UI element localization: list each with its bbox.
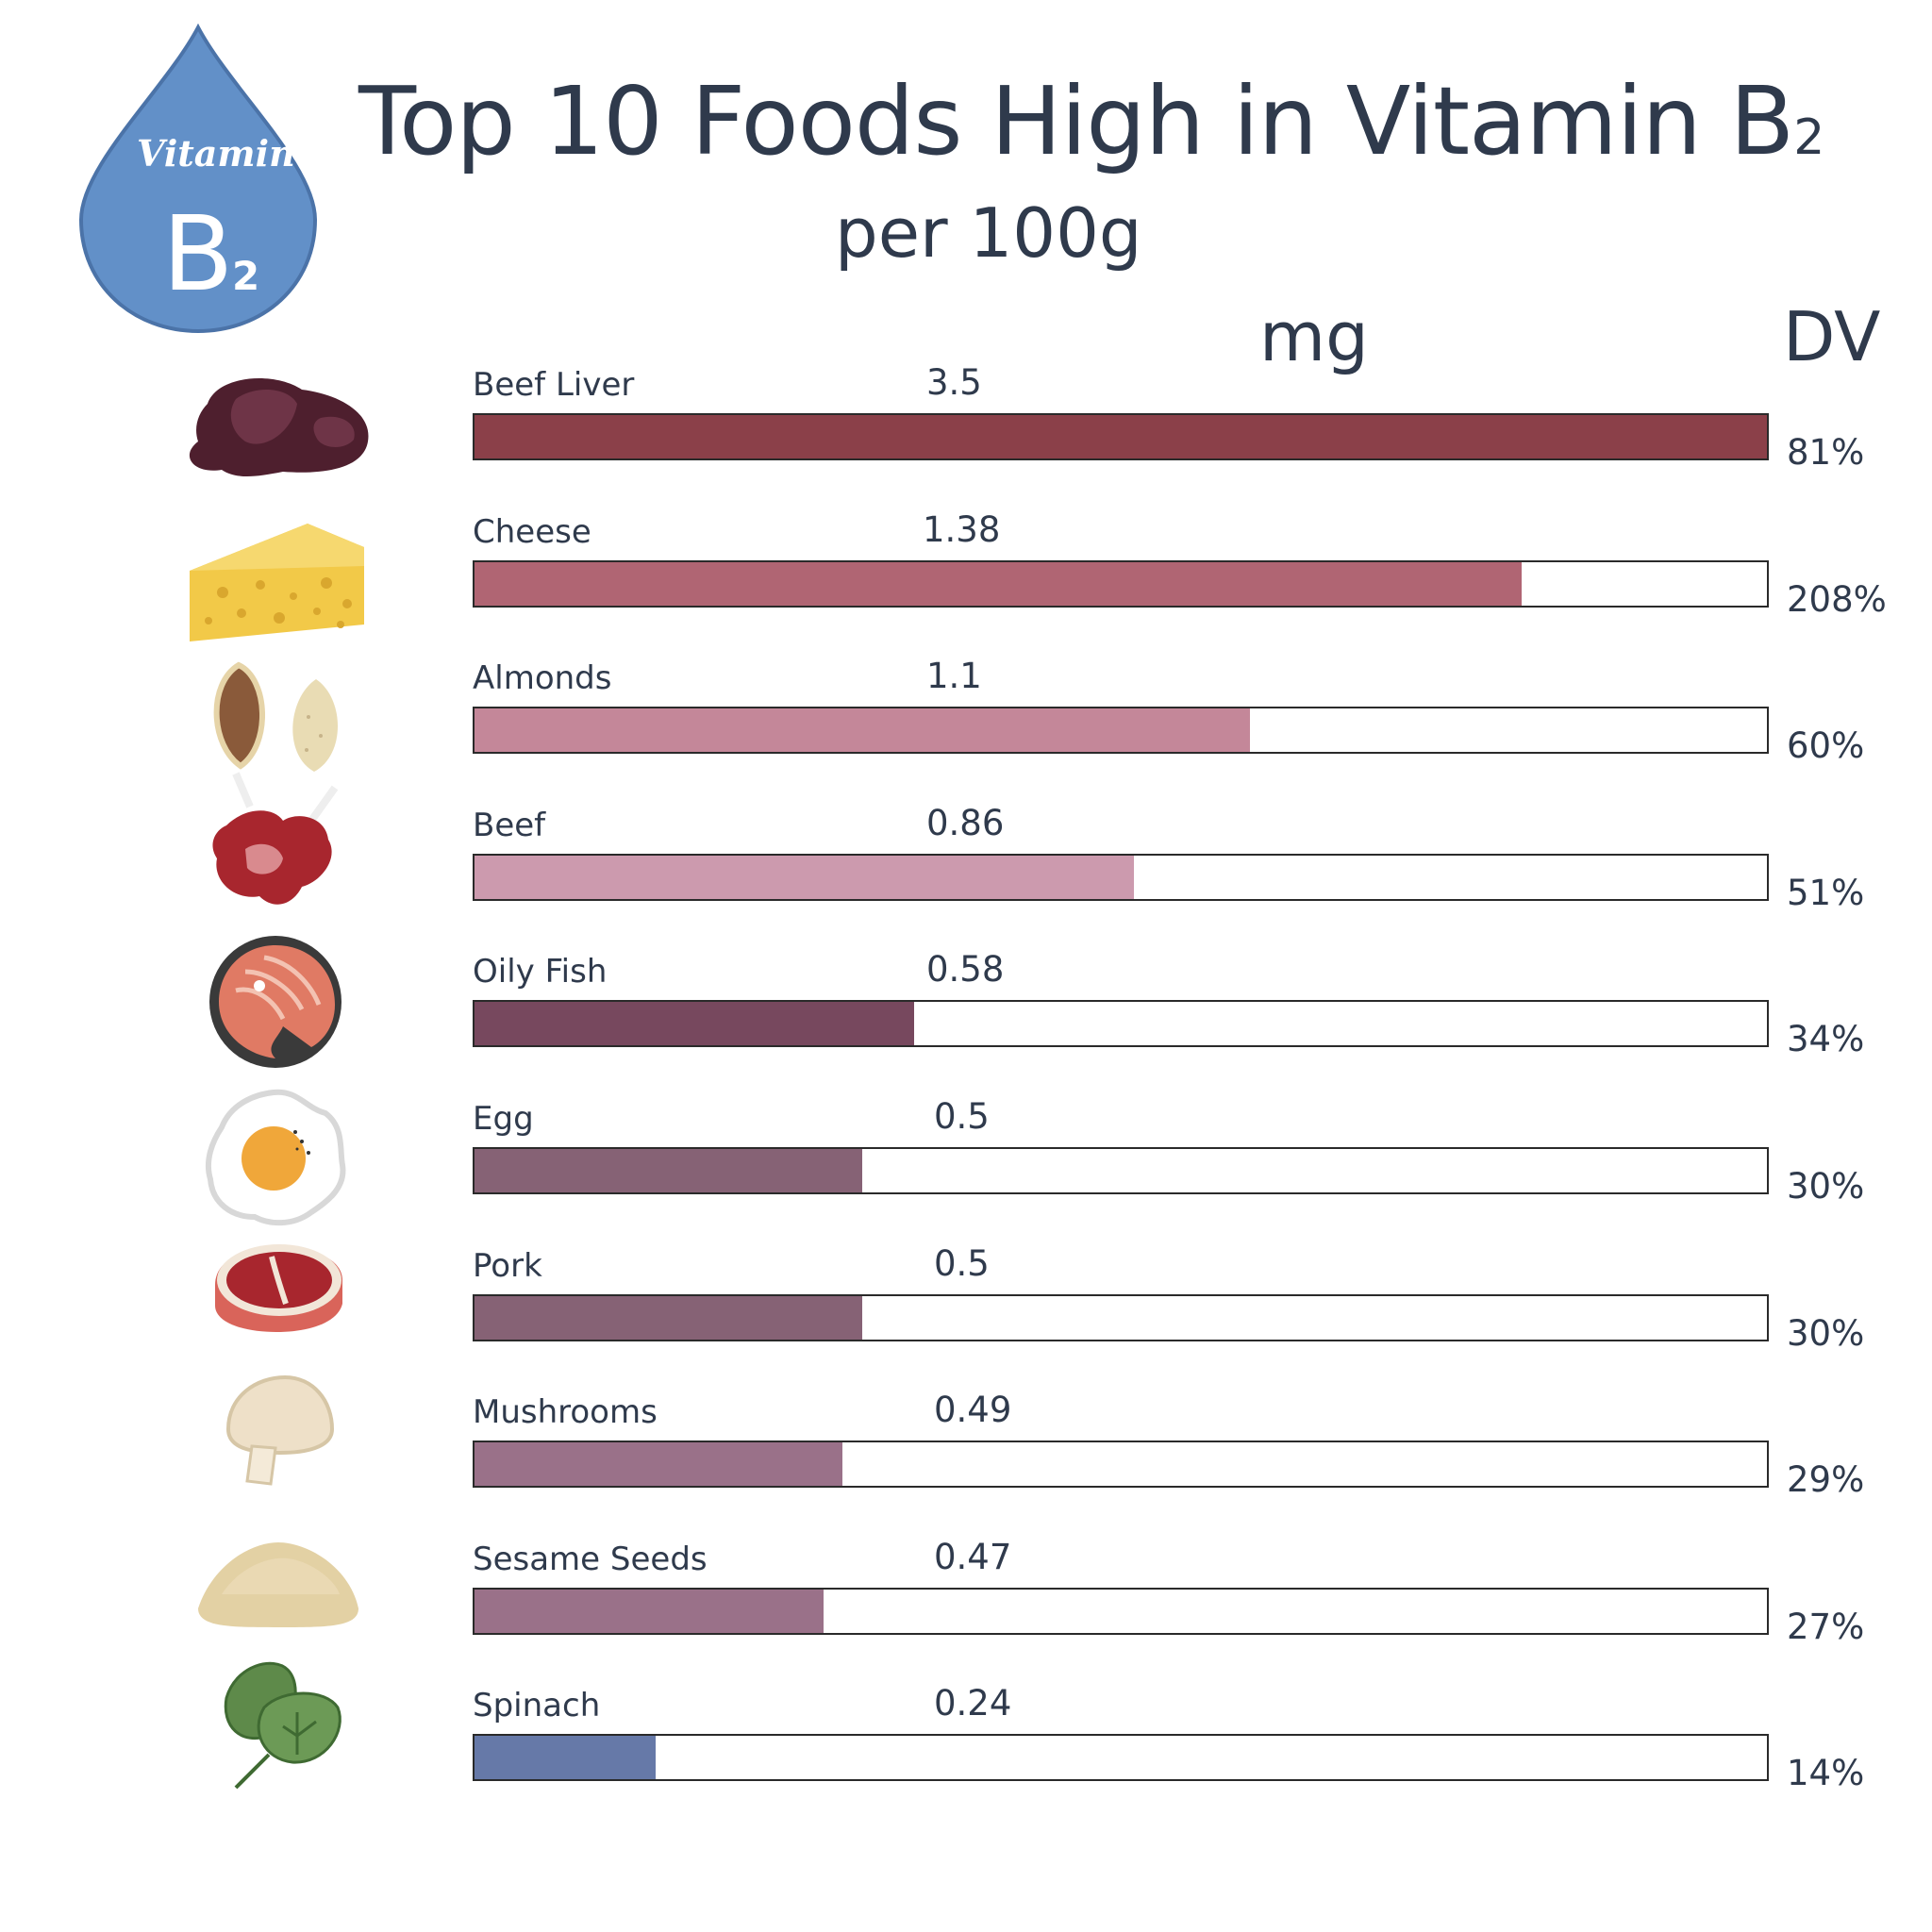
- category-label: Cheese: [473, 513, 591, 551]
- page-subtitle: per 100g: [835, 193, 1142, 273]
- category-label: Beef Liver: [473, 366, 635, 404]
- sesame-pile-icon: [198, 1542, 358, 1627]
- category-label: Oily Fish: [473, 953, 608, 991]
- value-label: 1.38: [923, 509, 1001, 550]
- bar-track: [473, 1588, 1769, 1635]
- bar-track: [473, 1441, 1769, 1488]
- almond-icon: [213, 661, 338, 772]
- bar: [475, 1590, 824, 1633]
- bar-track: [473, 1000, 1769, 1047]
- value-label: 0.86: [926, 803, 1005, 843]
- page-title: Top 10 Foods High in Vitamin B2: [358, 66, 1824, 176]
- bar: [475, 1002, 914, 1045]
- bar: [475, 1442, 843, 1486]
- title-subscript: 2: [1793, 109, 1824, 166]
- bar-track: [473, 1734, 1769, 1781]
- badge-letter: B: [162, 193, 234, 314]
- dv-label: 27%: [1787, 1607, 1865, 1647]
- bar-track: [473, 1147, 1769, 1194]
- vitamin-drop-icon: [78, 24, 318, 334]
- egg-icon: [205, 1089, 346, 1226]
- category-label: Beef: [473, 807, 546, 844]
- bar: [475, 562, 1522, 606]
- bar: [475, 415, 1767, 458]
- value-label: 0.5: [934, 1096, 990, 1137]
- category-label: Sesame Seeds: [473, 1541, 708, 1578]
- value-label: 1.1: [926, 656, 982, 696]
- spinach-icon: [224, 1661, 341, 1790]
- dv-label: 34%: [1787, 1019, 1865, 1059]
- title-text: Top 10 Foods High in Vitamin B: [358, 66, 1794, 176]
- column-header-dv: DV: [1783, 297, 1881, 376]
- category-label: Mushrooms: [473, 1393, 658, 1431]
- bar-track: [473, 560, 1769, 608]
- bar: [475, 708, 1250, 752]
- value-label: 0.47: [934, 1537, 1012, 1577]
- column-header-mg: mg: [1259, 297, 1369, 376]
- dv-label: 30%: [1787, 1313, 1865, 1354]
- value-label: 0.58: [926, 949, 1005, 990]
- dv-label: 51%: [1787, 873, 1865, 913]
- bar-track: [473, 413, 1769, 460]
- bar-track: [473, 1294, 1769, 1341]
- value-label: 3.5: [926, 362, 982, 403]
- value-label: 0.49: [934, 1390, 1012, 1430]
- dv-label: 30%: [1787, 1166, 1865, 1207]
- category-label: Egg: [473, 1100, 534, 1138]
- bar: [475, 856, 1134, 899]
- dv-label: 29%: [1787, 1459, 1865, 1500]
- fish-steak-icon: [209, 936, 341, 1068]
- liver-icon: [189, 378, 369, 476]
- dv-label: 81%: [1787, 432, 1865, 473]
- dv-label: 60%: [1787, 725, 1865, 766]
- category-label: Spinach: [473, 1687, 601, 1724]
- bar-track: [473, 854, 1769, 901]
- category-label: Almonds: [473, 659, 612, 697]
- beef-icon: [212, 772, 339, 905]
- value-label: 0.5: [934, 1243, 990, 1284]
- bar: [475, 1736, 656, 1779]
- value-label: 0.24: [934, 1683, 1012, 1724]
- category-label: Pork: [473, 1247, 542, 1285]
- bar: [475, 1296, 862, 1340]
- dv-label: 14%: [1787, 1753, 1865, 1793]
- mushroom-icon: [225, 1374, 335, 1486]
- bar: [475, 1149, 862, 1192]
- badge-subscript: 2: [232, 253, 260, 299]
- cheese-icon: [190, 524, 364, 641]
- dv-label: 208%: [1787, 579, 1887, 620]
- bar-track: [473, 707, 1769, 754]
- pork-steak-icon: [215, 1244, 342, 1332]
- badge-vitamin-text: Vitamin: [137, 132, 295, 175]
